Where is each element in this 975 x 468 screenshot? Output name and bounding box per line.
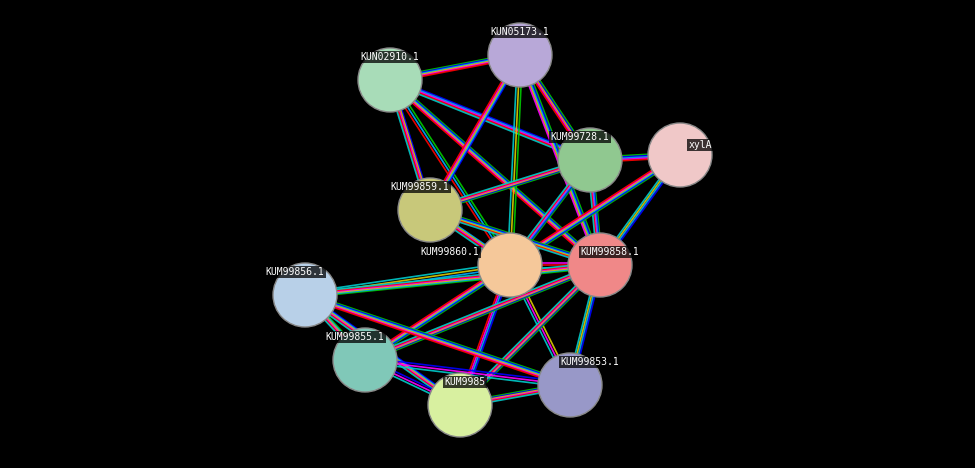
- Text: KUN05173.1: KUN05173.1: [490, 27, 549, 37]
- Text: KUM99858.1: KUM99858.1: [581, 247, 640, 257]
- Text: KUM9985: KUM9985: [445, 377, 486, 387]
- Circle shape: [398, 178, 462, 242]
- Circle shape: [568, 233, 632, 297]
- Text: KUM99728.1: KUM99728.1: [551, 132, 609, 142]
- Circle shape: [428, 373, 492, 437]
- Circle shape: [558, 128, 622, 192]
- Circle shape: [488, 23, 552, 87]
- Text: KUM99853.1: KUM99853.1: [561, 357, 619, 367]
- Text: KUM99856.1: KUM99856.1: [265, 267, 325, 277]
- Text: KUM99859.1: KUM99859.1: [391, 182, 449, 192]
- Circle shape: [478, 233, 542, 297]
- Text: KUM99860.1: KUM99860.1: [420, 247, 480, 257]
- Circle shape: [538, 353, 602, 417]
- Text: KUM99855.1: KUM99855.1: [326, 332, 384, 342]
- Text: KUN02910.1: KUN02910.1: [361, 52, 419, 62]
- Circle shape: [648, 123, 712, 187]
- Text: xylA: xylA: [688, 140, 712, 150]
- Circle shape: [273, 263, 337, 327]
- Circle shape: [358, 48, 422, 112]
- Circle shape: [333, 328, 397, 392]
